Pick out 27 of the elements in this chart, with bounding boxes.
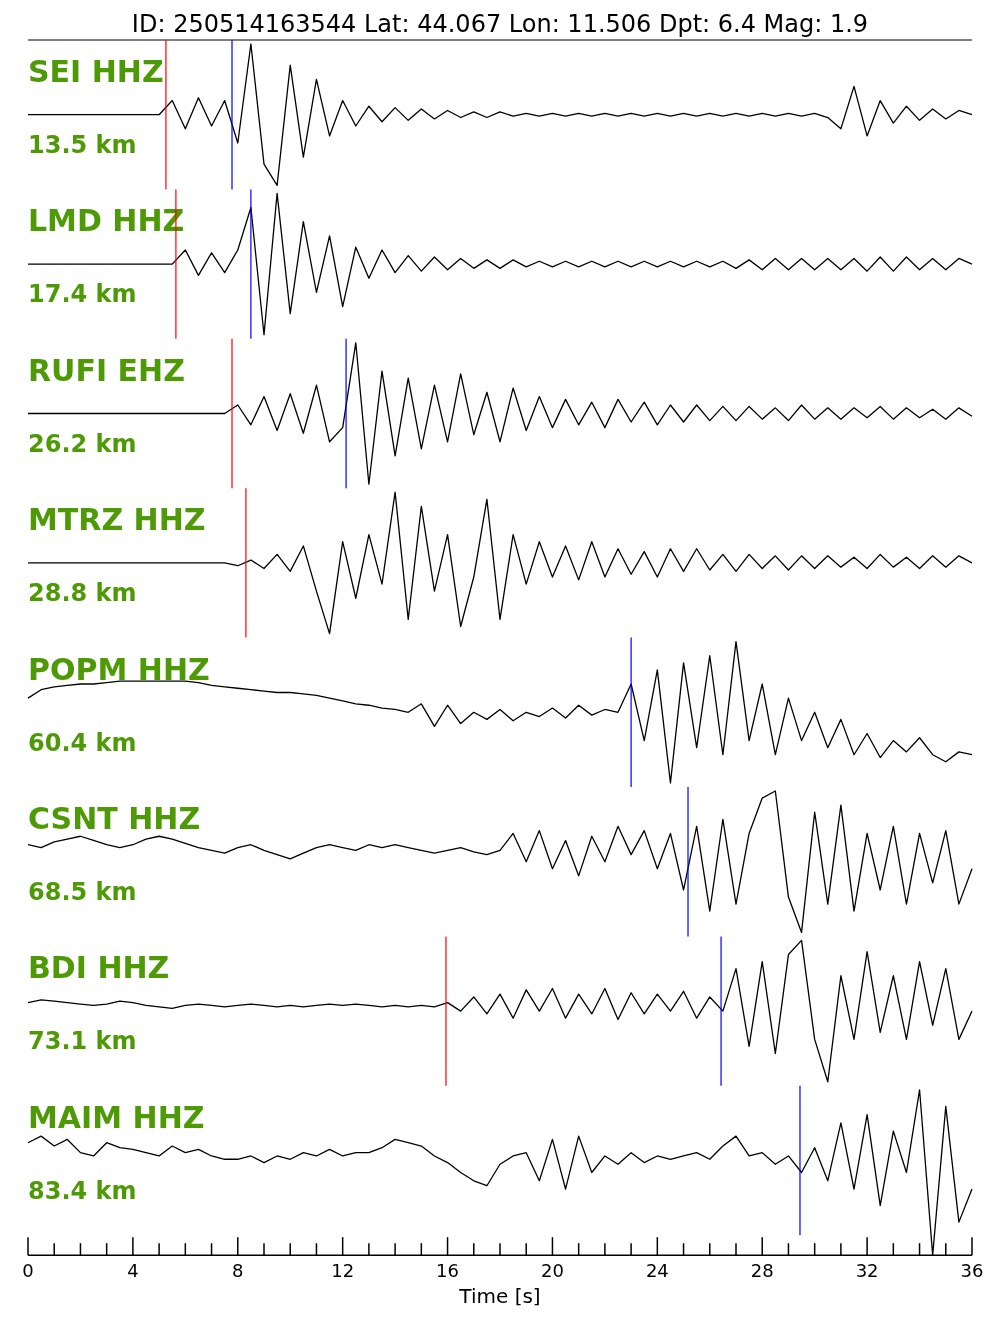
annotation: 26.2 km (28, 429, 137, 458)
annotation: SEI HHZ (28, 54, 164, 89)
x-tick-label: 0 (22, 1260, 34, 1282)
annotation: MTRZ HHZ (28, 502, 206, 538)
annotation: CSNT HHZ (28, 801, 201, 836)
annotation: BDI HHZ (28, 950, 170, 986)
x-tick-label: 24 (645, 1260, 669, 1282)
x-tick-label: 16 (436, 1260, 460, 1282)
annotation: 83.4 km (28, 1176, 137, 1205)
x-tick-label: 28 (750, 1260, 774, 1282)
x-tick-label: 4 (127, 1260, 139, 1282)
x-tick-label: 8 (232, 1260, 244, 1282)
x-tick-label: 12 (331, 1260, 355, 1282)
annotation: 68.5 km (28, 878, 137, 906)
x-axis-title: Time [s] (458, 1284, 541, 1309)
annotation: POPM HHZ (28, 651, 210, 687)
annotation: 73.1 km (28, 1027, 137, 1056)
x-tick-label: 36 (960, 1260, 984, 1282)
annotation: RUFI EHZ (28, 352, 185, 388)
annotation: MAIM HHZ (28, 1099, 205, 1135)
chart-title: ID: 250514163544 Lat: 44.067 Lon: 11.506 Dpt: 6.4 Mag: 1.9 (131, 10, 869, 38)
annotation: 28.8 km (28, 579, 137, 608)
annotation: 17.4 km (28, 280, 137, 309)
annotation: 13.5 km (28, 131, 137, 159)
x-tick-label: 32 (855, 1260, 879, 1282)
x-tick-label: 20 (540, 1260, 564, 1282)
annotation: 60.4 km (28, 728, 137, 757)
